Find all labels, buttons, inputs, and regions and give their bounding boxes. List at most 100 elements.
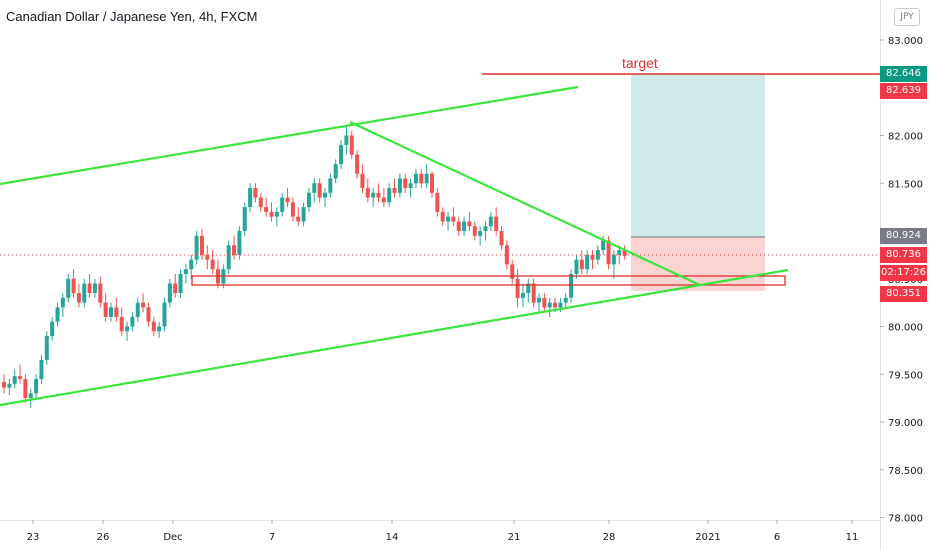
candle-body	[82, 283, 87, 303]
candle-body	[408, 183, 413, 189]
candle-body	[419, 173, 424, 184]
candle-body	[92, 283, 97, 294]
candle-body	[483, 226, 488, 231]
candle-body	[296, 216, 301, 222]
candle-body	[531, 283, 536, 303]
price-tick-label: 79.500	[888, 370, 923, 381]
candle-body	[119, 316, 124, 332]
candle-body	[317, 183, 322, 198]
candles	[2, 125, 627, 408]
candle-body	[248, 188, 253, 208]
currency-button[interactable]: JPY	[894, 8, 920, 26]
price-badge-target-upper: 82.646	[880, 66, 927, 82]
candle-body	[18, 376, 23, 380]
price-tick-label: 78.000	[888, 514, 923, 525]
candle-body	[526, 283, 531, 294]
time-tick-label: 21	[508, 532, 521, 543]
channel-upper-line	[0, 85, 579, 186]
candle-body	[333, 164, 338, 179]
candle-body	[141, 302, 146, 308]
candle-body	[183, 269, 188, 274]
candle-body	[162, 302, 167, 327]
target-label: target	[622, 55, 658, 71]
candle-body	[542, 297, 547, 308]
candle-body	[125, 326, 130, 332]
time-tick-label: 11	[846, 532, 859, 543]
candle-body	[23, 379, 28, 399]
candle-body	[189, 259, 194, 270]
candle-body	[462, 221, 467, 231]
candle-body	[472, 226, 477, 236]
candle-body	[290, 202, 295, 217]
chart-title: Canadian Dollar / Japanese Yen, 4h, FXCM	[6, 9, 258, 24]
candle-body	[392, 188, 397, 193]
price-tick-label: 78.500	[888, 466, 923, 477]
time-tick-label: 2021	[695, 532, 720, 543]
candle-body	[194, 235, 199, 260]
price-tick-label: 80.000	[888, 323, 923, 334]
candle-body	[199, 235, 204, 255]
candle-body	[306, 192, 311, 208]
channel-lower-line	[0, 268, 789, 407]
candle-body	[50, 321, 55, 337]
candle-body	[253, 188, 258, 198]
candle-body	[430, 173, 434, 193]
drawing-overlays	[0, 73, 880, 407]
candle-body	[274, 211, 279, 217]
candle-body	[413, 173, 418, 184]
candle-body	[622, 250, 627, 256]
candle-body	[205, 254, 210, 260]
candle-body	[109, 307, 113, 317]
candle-body	[264, 207, 269, 212]
candle-body	[60, 297, 65, 308]
candle-body	[344, 135, 349, 146]
candle-body	[34, 379, 39, 394]
candle-body	[467, 221, 472, 227]
candle-body	[595, 250, 600, 260]
candle-body	[376, 192, 381, 198]
candle-body	[494, 216, 499, 231]
price-badge-entry: 80.924	[880, 228, 927, 244]
time-tick-label: Dec	[163, 532, 182, 543]
candle-body	[130, 316, 135, 327]
candle-body	[226, 245, 231, 270]
price-badge-countdown: 02:17:26	[880, 265, 927, 281]
take-profit-zone	[631, 74, 765, 237]
time-tick-label: 26	[97, 532, 110, 543]
candle-body	[301, 207, 306, 222]
candle-body	[349, 135, 354, 155]
candle-body	[451, 216, 456, 222]
time-tick-label: 28	[603, 532, 616, 543]
price-badge-target-lower: 82.639	[880, 83, 927, 99]
candle-body	[547, 302, 552, 308]
time-tick-label: 23	[27, 532, 40, 543]
candle-body	[28, 393, 33, 399]
candle-body	[499, 231, 504, 246]
time-axis: 23 26 Dec 7 14 21 28 2021 6 11	[27, 520, 859, 543]
price-badge-stop: 80.351	[880, 286, 927, 302]
candle-body	[601, 240, 606, 251]
candle-body	[446, 216, 451, 222]
candle-body	[328, 178, 333, 193]
candle-body	[360, 173, 365, 189]
candle-body	[611, 254, 616, 265]
candle-body	[579, 259, 584, 270]
candle-body	[135, 302, 140, 317]
candle-body	[403, 178, 408, 189]
price-tick-label: 81.500	[888, 179, 923, 190]
candle-body	[397, 178, 402, 193]
candle-body	[232, 245, 237, 255]
price-badge-last: 80.736	[880, 247, 927, 263]
candle-body	[488, 216, 493, 227]
candle-body	[569, 273, 574, 298]
candle-body	[371, 192, 376, 198]
candle-body	[537, 297, 541, 303]
price-tick-label: 79.000	[888, 418, 923, 429]
candle-body	[269, 211, 274, 217]
candle-body	[339, 145, 344, 165]
candle-body	[515, 278, 520, 298]
candle-body	[76, 293, 81, 303]
candle-body	[323, 192, 327, 198]
candle-body	[7, 383, 12, 388]
candle-body	[103, 302, 108, 317]
